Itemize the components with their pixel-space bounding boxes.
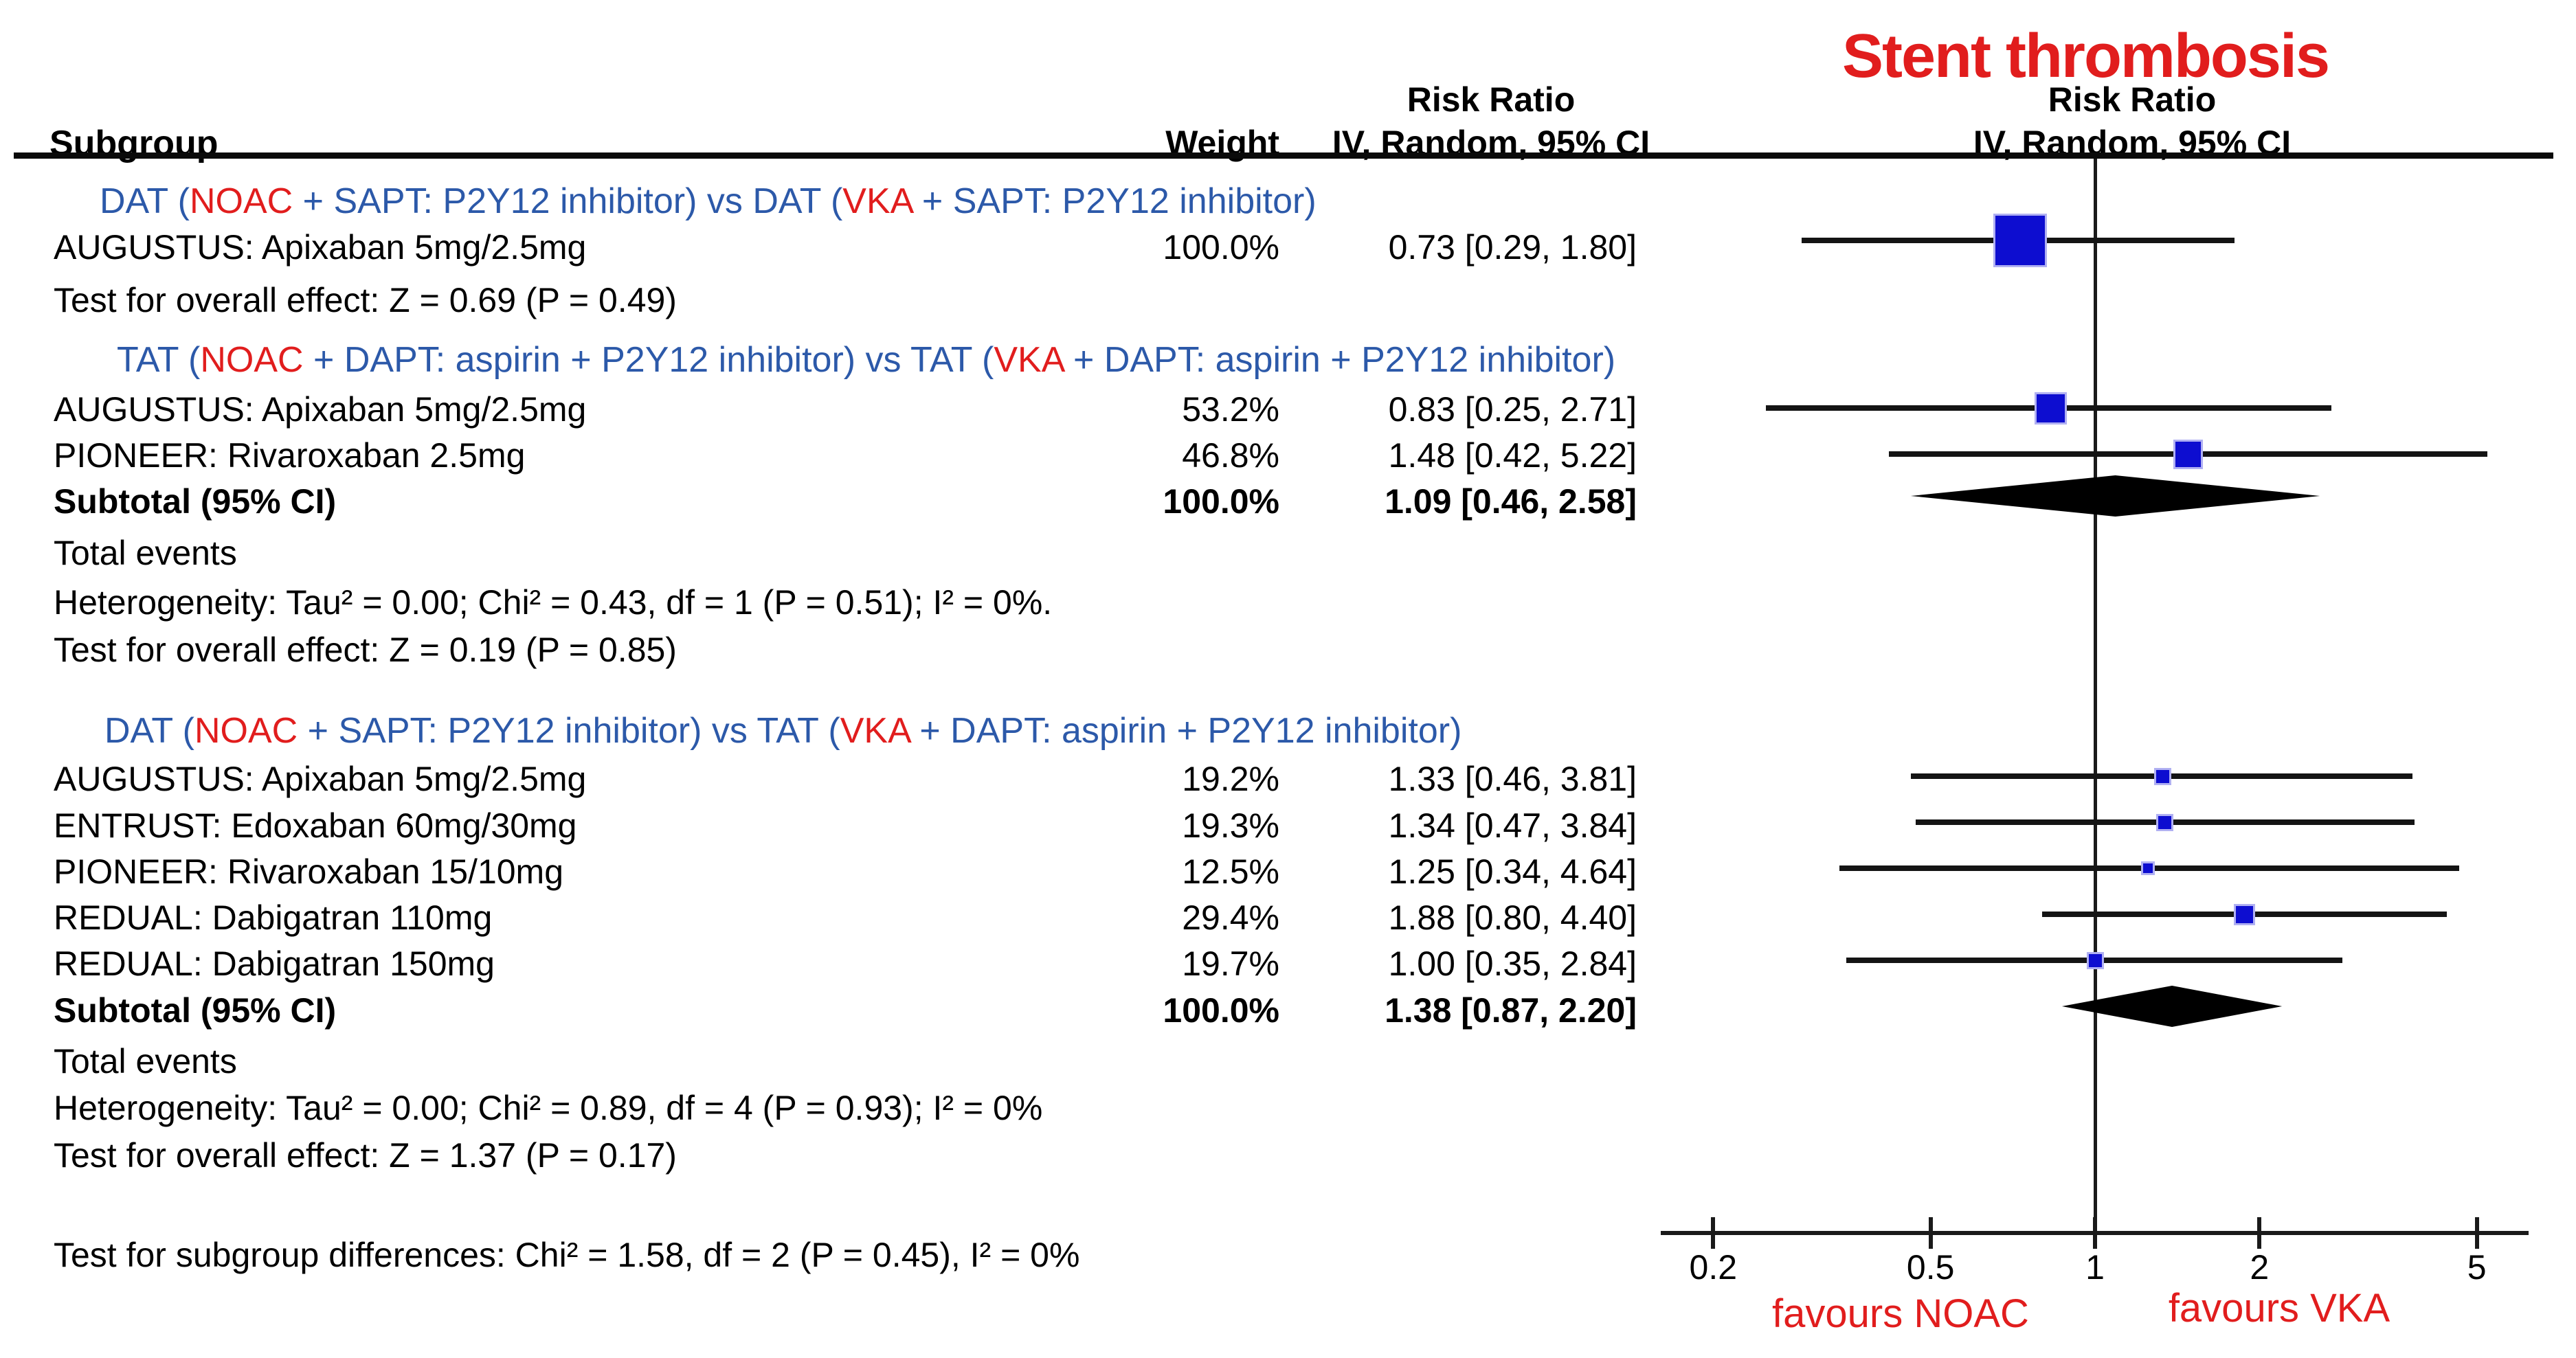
total-events-line: Total events [54, 534, 237, 572]
weight-value: 19.7% [1182, 944, 1279, 983]
axis-tick [2257, 1217, 2262, 1249]
weight-value: 19.2% [1182, 760, 1279, 798]
heading-text: + DAPT: aspirin + P2Y12 inhibitor) [1063, 340, 1616, 380]
risk-ratio-value: 1.25 [0.34, 4.64] [1388, 852, 1637, 891]
point-estimate-marker [2153, 767, 2171, 785]
risk-ratio-value: 1.09 [0.46, 2.58] [1385, 482, 1637, 521]
weight-value: 100.0% [1163, 991, 1279, 1030]
subgroup-heading-dat-vs-dat: DAT (NOAC + SAPT: P2Y12 inhibitor) vs DA… [100, 183, 1317, 219]
heading-text: + DAPT: aspirin + P2Y12 inhibitor) [909, 711, 1462, 751]
risk-ratio-value: 0.83 [0.25, 2.71] [1388, 390, 1637, 429]
heading-noac: NOAC [200, 340, 304, 380]
axis-tick [2093, 1217, 2097, 1249]
heading-text: DAT ( [100, 181, 190, 221]
heading-noac: NOAC [189, 181, 293, 221]
header-rule [14, 152, 2553, 159]
figure-title: Stent thrombosis [1841, 22, 2330, 91]
point-estimate-marker [2141, 861, 2155, 875]
weight-value: 46.8% [1182, 436, 1279, 475]
axis-tick-label: 2 [2250, 1248, 2270, 1287]
axis-tick [1711, 1217, 1716, 1249]
study-label: AUGUSTUS: Apixaban 5mg/2.5mg [54, 390, 587, 429]
risk-ratio-value: 1.33 [0.46, 3.81] [1388, 760, 1637, 798]
axis-tick [1928, 1217, 1933, 1249]
subgroup-heading-dat-vs-tat: DAT (NOAC + SAPT: P2Y12 inhibitor) vs TA… [104, 713, 1461, 749]
point-estimate-marker [2086, 951, 2104, 969]
point-estimate-marker [2155, 813, 2173, 831]
risk-ratio-value: 0.73 [0.29, 1.80] [1388, 228, 1637, 267]
test-overall-effect-line: Test for overall effect: Z = 0.69 (P = 0… [54, 281, 677, 319]
heading-text: DAT ( [104, 711, 194, 751]
heading-vka: VKA [994, 340, 1064, 380]
heterogeneity-line: Heterogeneity: Tau² = 0.00; Chi² = 0.89,… [54, 1089, 1043, 1127]
point-estimate-marker [2035, 392, 2068, 425]
heading-vka: VKA [842, 181, 912, 221]
axis-tick-label: 1 [2085, 1248, 2105, 1287]
point-estimate-marker [1993, 214, 2048, 267]
favours-right-label: favours VKA [2168, 1286, 2390, 1331]
heading-noac: NOAC [194, 711, 298, 751]
heterogeneity-line: Heterogeneity: Tau² = 0.00; Chi² = 0.43,… [54, 583, 1053, 622]
subtotal-diamond-tat [1910, 475, 2320, 517]
study-label: ENTRUST: Edoxaban 60mg/30mg [54, 806, 577, 845]
weight-value: 29.4% [1182, 898, 1279, 937]
favours-left-label: favours NOAC [1772, 1291, 2029, 1336]
study-label: PIONEER: Rivaroxaban 2.5mg [54, 436, 526, 475]
total-events-line: Total events [54, 1042, 237, 1080]
heading-text: + SAPT: P2Y12 inhibitor) vs TAT ( [298, 711, 840, 751]
weight-value: 100.0% [1163, 482, 1279, 521]
risk-ratio-value: 1.00 [0.35, 2.84] [1388, 944, 1637, 983]
weight-value: 19.3% [1182, 806, 1279, 845]
risk-ratio-value: 1.48 [0.42, 5.22] [1388, 436, 1637, 475]
axis-tick-label: 0.2 [1689, 1248, 1738, 1287]
study-label: REDUAL: Dabigatran 110mg [54, 898, 493, 937]
risk-ratio-value: 1.34 [0.47, 3.84] [1388, 806, 1637, 845]
test-overall-effect-line: Test for overall effect: Z = 1.37 (P = 0… [54, 1136, 677, 1175]
test-overall-effect-line: Test for overall effect: Z = 0.19 (P = 0… [54, 631, 677, 669]
weight-value: 100.0% [1163, 228, 1279, 267]
axis-tick-label: 0.5 [1906, 1248, 1955, 1287]
point-estimate-marker [2234, 903, 2256, 925]
heading-text: + SAPT: P2Y12 inhibitor) vs DAT ( [293, 181, 843, 221]
column-header-risk-ratio-stats: Risk Ratio [1407, 80, 1576, 119]
weight-value: 53.2% [1182, 390, 1279, 429]
heading-text: TAT ( [117, 340, 201, 380]
study-label: AUGUSTUS: Apixaban 5mg/2.5mg [54, 228, 587, 267]
risk-ratio-value: 1.38 [0.87, 2.20] [1385, 991, 1637, 1030]
study-label: REDUAL: Dabigatran 150mg [54, 944, 495, 983]
point-estimate-marker [2173, 439, 2203, 469]
axis-tick-label: 5 [2467, 1248, 2487, 1287]
risk-ratio-value: 1.88 [0.80, 4.40] [1388, 898, 1637, 937]
subgroup-heading-tat-vs-tat: TAT (NOAC + DAPT: aspirin + P2Y12 inhibi… [117, 342, 1615, 378]
weight-value: 12.5% [1182, 852, 1279, 891]
line-of-no-effect [2094, 159, 2097, 1233]
heading-text: + SAPT: P2Y12 inhibitor) [912, 181, 1317, 221]
heading-vka: VKA [840, 711, 910, 751]
study-label: PIONEER: Rivaroxaban 15/10mg [54, 852, 564, 891]
test-subgroup-differences-line: Test for subgroup differences: Chi² = 1.… [54, 1236, 1080, 1274]
study-label: AUGUSTUS: Apixaban 5mg/2.5mg [54, 760, 587, 798]
column-header-risk-ratio-plot: Risk Ratio [2048, 80, 2217, 119]
subtotal-label: Subtotal (95% CI) [54, 991, 337, 1030]
axis-tick [2474, 1217, 2479, 1249]
subtotal-label: Subtotal (95% CI) [54, 482, 337, 521]
heading-text: + DAPT: aspirin + P2Y12 inhibitor) vs TA… [303, 340, 994, 380]
